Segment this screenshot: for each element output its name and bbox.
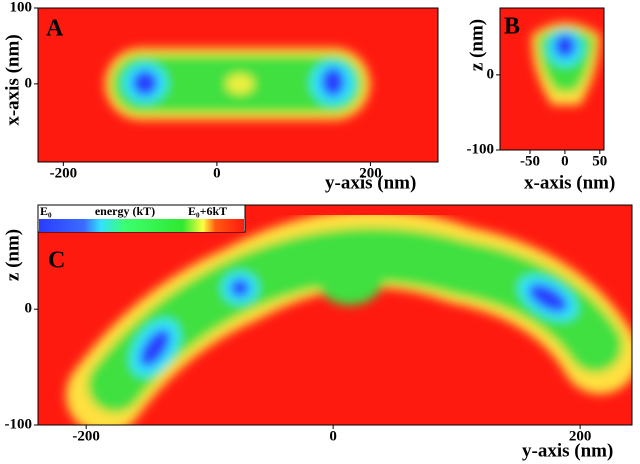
frame [37, 7, 439, 163]
energy-map [66, 210, 632, 425]
colorbar-min-label: E₀ [40, 204, 52, 218]
x-axis-label: y-axis (nm) [325, 172, 416, 193]
energy-map [105, 48, 370, 120]
x-tick-label: 0 [329, 428, 337, 444]
y-axis-label: x-axis (nm) [2, 34, 23, 125]
panel-label: B [504, 14, 520, 40]
y-axis-label: z (nm) [2, 229, 23, 281]
x-tick-label: -200 [72, 428, 100, 444]
colorbar [39, 219, 244, 232]
frame [37, 204, 633, 426]
x-tick-label: 0 [213, 165, 221, 181]
x-tick-label: -200 [50, 165, 78, 181]
x-tick-label: 50 [592, 153, 607, 169]
panel-label: A [46, 16, 64, 42]
colorbar-max-label: E₀+6kT [188, 204, 227, 218]
y-tick-label: 0 [25, 301, 33, 317]
y-tick-label: 100 [10, 0, 33, 15]
panel-label: C [48, 248, 65, 274]
y-axis-label: z (nm) [466, 19, 487, 71]
x-tick-label: 200 [569, 428, 592, 444]
frame [499, 7, 605, 151]
colorbar-title: energy (kT) [95, 204, 155, 218]
x-axis-label: y-axis (nm) [522, 440, 613, 461]
y-tick-label: -100 [467, 141, 495, 157]
energy-map [531, 22, 600, 105]
x-tick-label: 200 [359, 165, 382, 181]
x-tick-label: 0 [561, 153, 569, 169]
y-tick-label: -100 [5, 416, 33, 432]
y-tick-label: 0 [25, 75, 33, 91]
y-tick-label: 0 [487, 66, 495, 82]
x-tick-label: -50 [520, 153, 540, 169]
x-axis-label: x-axis (nm) [524, 172, 615, 193]
